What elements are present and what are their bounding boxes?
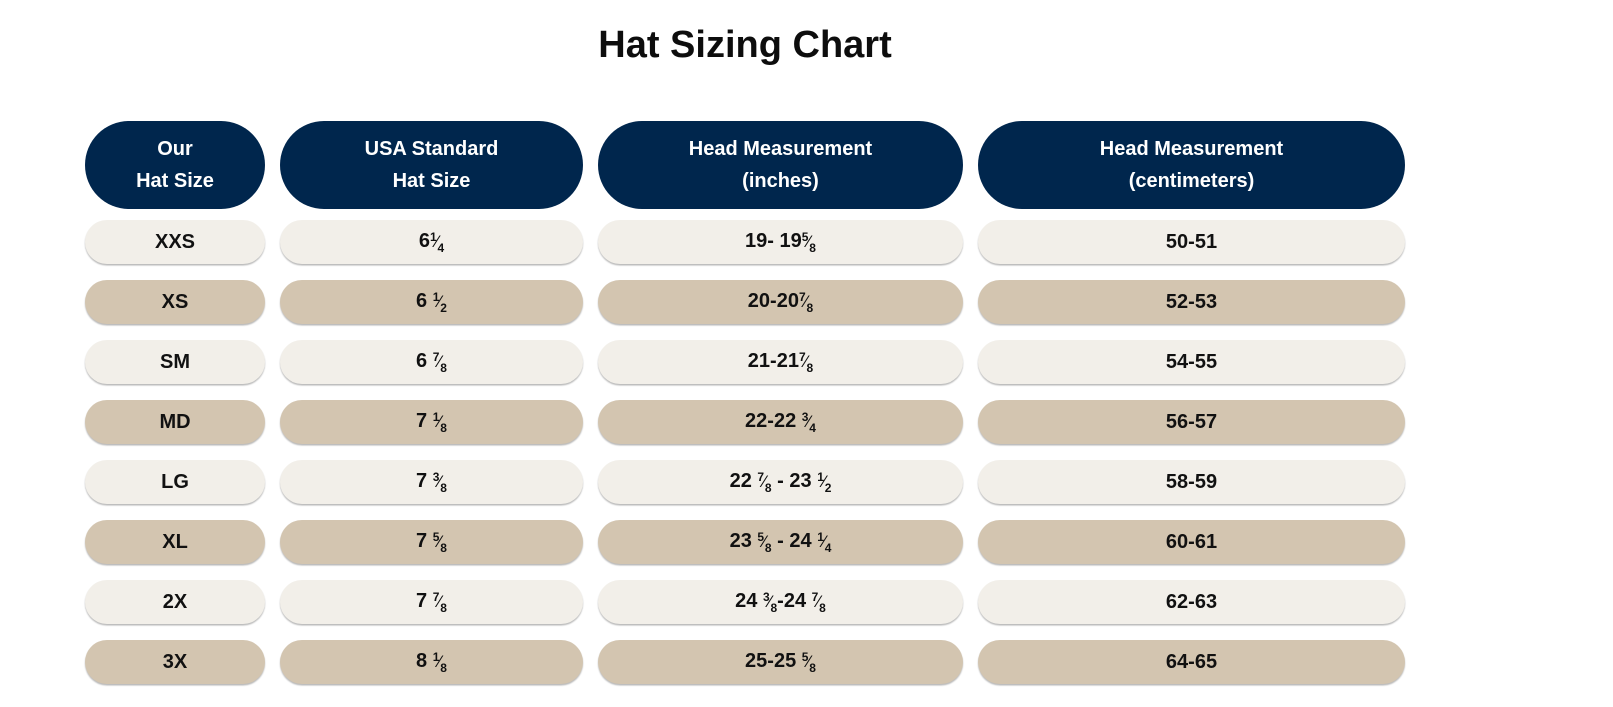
- cell-value: 22 7⁄8 - 23 1⁄2: [729, 469, 832, 495]
- cell-value: 7 5⁄8: [416, 529, 447, 555]
- fraction: 5⁄8: [801, 229, 816, 255]
- cell-value: XS: [161, 290, 189, 313]
- cell-usa-size: 7 5⁄8: [280, 520, 583, 564]
- cell-centimeters: 58-59: [978, 460, 1405, 504]
- fraction: 1⁄2: [432, 289, 447, 315]
- fraction: 1⁄4: [429, 229, 445, 255]
- cell-inches: 22-22 3⁄4: [598, 400, 963, 444]
- cell-our-size: 2X: [85, 580, 265, 624]
- fraction: 1⁄2: [817, 469, 832, 495]
- cell-centimeters: 56-57: [978, 400, 1405, 444]
- fraction: 1⁄8: [432, 409, 447, 435]
- cell-value: 52-53: [1165, 290, 1218, 313]
- header-line-2: Hat Size: [392, 170, 471, 192]
- header-line-2: Hat Size: [136, 170, 214, 192]
- cell-our-size: 3X: [85, 640, 265, 684]
- cell-inches: 20-207⁄8: [598, 280, 963, 324]
- cell-value: XXS: [154, 230, 196, 253]
- cell-usa-size: 6 1⁄2: [280, 280, 583, 324]
- cell-value: 24 3⁄8-24 7⁄8: [735, 589, 826, 615]
- cell-centimeters: 50-51: [978, 220, 1405, 264]
- cell-usa-size: 7 7⁄8: [280, 580, 583, 624]
- cell-inches: 24 3⁄8-24 7⁄8: [598, 580, 963, 624]
- cell-our-size: SM: [85, 340, 265, 384]
- header-line-2: (inches): [742, 170, 819, 192]
- header-centimeters: Head Measurement (centimeters): [978, 121, 1405, 209]
- fraction: 3⁄4: [801, 409, 816, 435]
- cell-our-size: XS: [85, 280, 265, 324]
- fraction: 5⁄8: [432, 529, 447, 555]
- cell-value: 25-25 5⁄8: [745, 649, 816, 675]
- cell-inches: 25-25 5⁄8: [598, 640, 963, 684]
- fraction: 1⁄8: [432, 649, 447, 675]
- cell-centimeters: 54-55: [978, 340, 1405, 384]
- cell-value: MD: [159, 410, 191, 433]
- cell-value: 20-207⁄8: [747, 289, 814, 315]
- cell-value: 60-61: [1165, 530, 1218, 553]
- cell-value: 6 1⁄2: [416, 289, 447, 315]
- header-inches: Head Measurement (inches): [598, 121, 963, 209]
- cell-value: 7 1⁄8: [416, 409, 447, 435]
- fraction: 7⁄8: [432, 349, 447, 375]
- cell-value: XL: [162, 530, 188, 553]
- cell-value: 21-217⁄8: [747, 349, 814, 375]
- fraction: 3⁄8: [432, 469, 447, 495]
- cell-inches: 19- 195⁄8: [598, 220, 963, 264]
- cell-value: SM: [159, 350, 190, 373]
- cell-value: 61⁄4: [418, 229, 445, 255]
- header-line-1: Our: [157, 138, 193, 160]
- cell-value: 56-57: [1165, 410, 1218, 433]
- cell-our-size: XXS: [85, 220, 265, 264]
- cell-usa-size: 7 3⁄8: [280, 460, 583, 504]
- cell-value: 50-51: [1165, 230, 1218, 253]
- cell-centimeters: 60-61: [978, 520, 1405, 564]
- cell-centimeters: 52-53: [978, 280, 1405, 324]
- fraction: 7⁄8: [811, 589, 826, 615]
- cell-value: 3X: [162, 650, 188, 673]
- header-usa-size: USA Standard Hat Size: [280, 121, 583, 209]
- cell-our-size: XL: [85, 520, 265, 564]
- fraction: 7⁄8: [432, 589, 447, 615]
- cell-our-size: LG: [85, 460, 265, 504]
- header-line-1: Head Measurement: [1099, 138, 1284, 160]
- cell-value: 8 1⁄8: [416, 649, 447, 675]
- cell-value: 19- 195⁄8: [745, 229, 816, 255]
- cell-value: 22-22 3⁄4: [745, 409, 816, 435]
- cell-usa-size: 6 7⁄8: [280, 340, 583, 384]
- fraction: 7⁄8: [798, 349, 814, 375]
- cell-value: LG: [161, 470, 189, 493]
- cell-usa-size: 7 1⁄8: [280, 400, 583, 444]
- header-our-size: Our Hat Size: [85, 121, 265, 209]
- cell-value: 2X: [162, 590, 188, 613]
- cell-value: 7 3⁄8: [416, 469, 447, 495]
- header-line-1: Head Measurement: [688, 138, 873, 160]
- cell-centimeters: 64-65: [978, 640, 1405, 684]
- header-line-2: (centimeters): [1128, 170, 1255, 192]
- cell-value: 64-65: [1165, 650, 1218, 673]
- cell-usa-size: 61⁄4: [280, 220, 583, 264]
- cell-inches: 21-217⁄8: [598, 340, 963, 384]
- fraction: 1⁄4: [817, 529, 832, 555]
- fraction: 5⁄8: [757, 529, 772, 555]
- cell-value: 62-63: [1165, 590, 1218, 613]
- cell-value: 7 7⁄8: [416, 589, 447, 615]
- cell-inches: 23 5⁄8 - 24 1⁄4: [598, 520, 963, 564]
- cell-value: 23 5⁄8 - 24 1⁄4: [729, 529, 832, 555]
- fraction: 3⁄8: [762, 589, 778, 615]
- cell-inches: 22 7⁄8 - 23 1⁄2: [598, 460, 963, 504]
- fraction: 5⁄8: [801, 649, 816, 675]
- fraction: 7⁄8: [757, 469, 772, 495]
- cell-usa-size: 8 1⁄8: [280, 640, 583, 684]
- cell-value: 58-59: [1165, 470, 1218, 493]
- cell-value: 6 7⁄8: [416, 349, 447, 375]
- cell-value: 54-55: [1165, 350, 1218, 373]
- cell-our-size: MD: [85, 400, 265, 444]
- page-title: Hat Sizing Chart: [598, 24, 892, 66]
- header-line-1: USA Standard: [364, 138, 499, 160]
- fraction: 7⁄8: [798, 289, 814, 315]
- cell-centimeters: 62-63: [978, 580, 1405, 624]
